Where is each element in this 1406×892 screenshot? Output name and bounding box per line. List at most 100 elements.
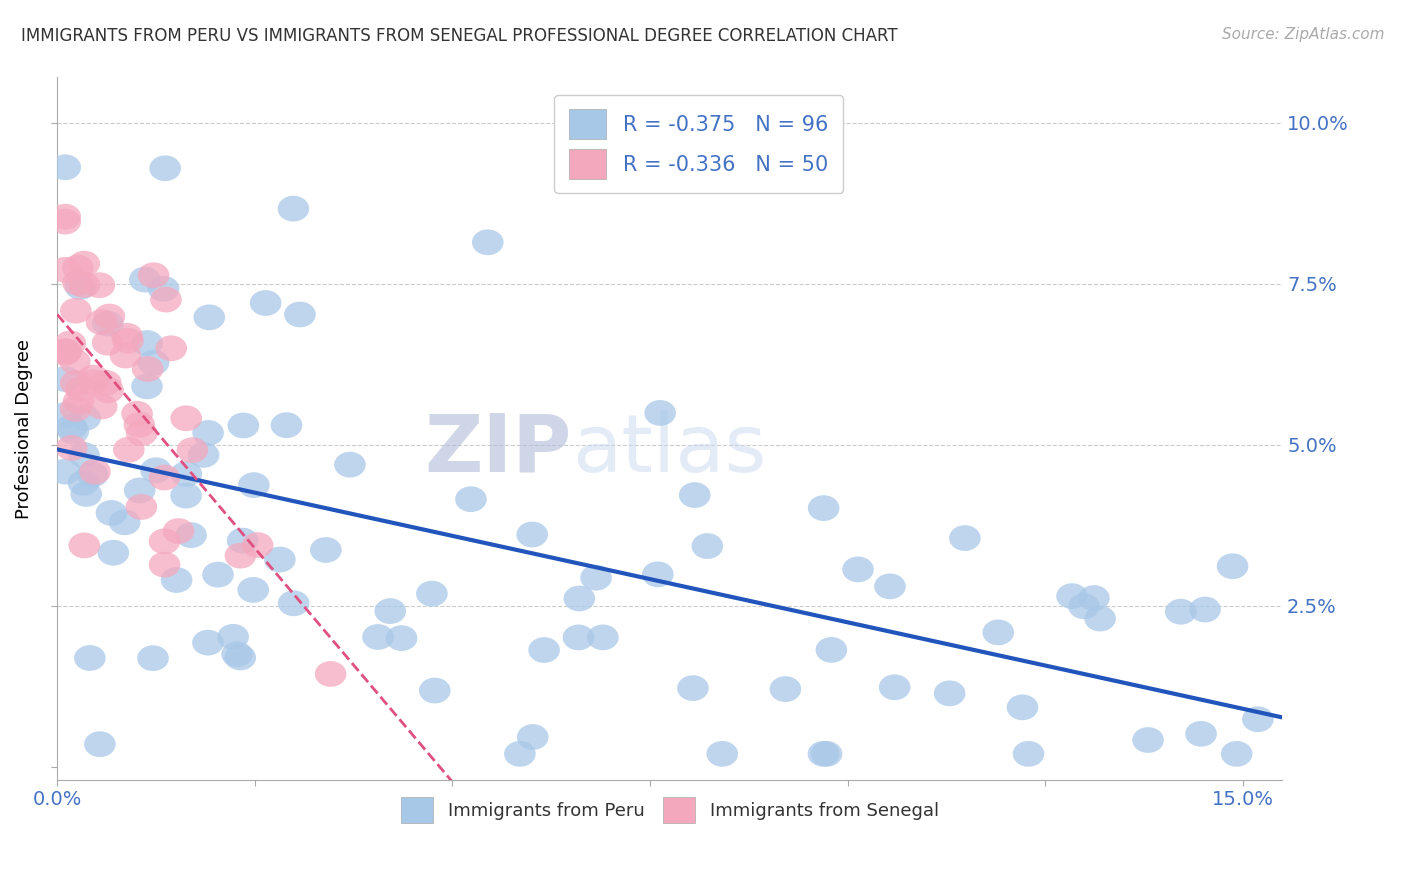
Ellipse shape [97,540,129,566]
Ellipse shape [1078,585,1109,611]
Ellipse shape [83,272,115,298]
Ellipse shape [456,486,486,512]
Ellipse shape [67,470,100,496]
Ellipse shape [983,620,1014,645]
Ellipse shape [60,370,91,396]
Ellipse shape [91,310,124,336]
Ellipse shape [93,377,124,403]
Ellipse shape [138,262,169,288]
Ellipse shape [934,681,966,706]
Ellipse shape [815,637,848,663]
Ellipse shape [225,542,256,568]
Ellipse shape [1220,741,1253,767]
Ellipse shape [170,461,202,487]
Ellipse shape [49,209,82,235]
Ellipse shape [49,154,82,180]
Ellipse shape [238,577,269,603]
Ellipse shape [277,195,309,221]
Text: Source: ZipAtlas.com: Source: ZipAtlas.com [1222,27,1385,42]
Ellipse shape [131,330,163,356]
Ellipse shape [811,741,842,767]
Ellipse shape [132,356,163,382]
Ellipse shape [125,494,157,520]
Ellipse shape [124,477,156,503]
Ellipse shape [77,369,110,395]
Ellipse shape [56,435,87,461]
Ellipse shape [517,724,548,750]
Ellipse shape [1216,553,1249,579]
Ellipse shape [678,675,709,701]
Ellipse shape [112,437,145,463]
Ellipse shape [49,340,82,366]
Ellipse shape [170,483,202,508]
Ellipse shape [149,155,181,181]
Ellipse shape [170,405,202,431]
Ellipse shape [110,343,141,368]
Ellipse shape [581,565,612,591]
Ellipse shape [264,547,295,573]
Ellipse shape [644,400,676,425]
Ellipse shape [86,310,117,335]
Ellipse shape [679,483,710,508]
Ellipse shape [1056,583,1088,609]
Ellipse shape [69,533,100,558]
Ellipse shape [472,229,503,255]
Ellipse shape [94,303,125,329]
Ellipse shape [807,741,839,767]
Ellipse shape [148,276,180,301]
Ellipse shape [250,290,281,316]
Ellipse shape [692,533,723,559]
Ellipse shape [69,251,100,277]
Ellipse shape [228,413,259,438]
Ellipse shape [138,645,169,671]
Ellipse shape [60,396,91,422]
Ellipse shape [949,525,981,551]
Ellipse shape [505,741,536,767]
Ellipse shape [1189,597,1220,623]
Ellipse shape [875,574,905,599]
Ellipse shape [49,204,82,229]
Ellipse shape [129,267,160,293]
Ellipse shape [77,365,110,391]
Ellipse shape [643,561,673,587]
Ellipse shape [284,301,316,327]
Ellipse shape [141,458,172,483]
Ellipse shape [70,481,103,507]
Ellipse shape [193,420,224,446]
Ellipse shape [86,393,118,419]
Ellipse shape [131,374,163,400]
Ellipse shape [202,562,233,588]
Ellipse shape [1166,599,1197,624]
Ellipse shape [416,581,447,607]
Text: IMMIGRANTS FROM PERU VS IMMIGRANTS FROM SENEGAL PROFESSIONAL DEGREE CORRELATION : IMMIGRANTS FROM PERU VS IMMIGRANTS FROM … [21,27,897,45]
Ellipse shape [842,557,873,582]
Ellipse shape [84,731,115,757]
Ellipse shape [75,645,105,671]
Ellipse shape [879,674,911,700]
Ellipse shape [156,335,187,361]
Ellipse shape [91,330,124,356]
Ellipse shape [529,637,560,663]
Ellipse shape [271,412,302,438]
Ellipse shape [706,741,738,767]
Ellipse shape [315,661,346,687]
Ellipse shape [160,567,193,593]
Ellipse shape [49,367,82,392]
Ellipse shape [51,339,82,364]
Ellipse shape [58,418,89,444]
Ellipse shape [1241,706,1274,732]
Ellipse shape [112,327,143,353]
Ellipse shape [138,350,169,376]
Ellipse shape [363,624,394,650]
Ellipse shape [311,537,342,563]
Ellipse shape [63,388,94,414]
Ellipse shape [62,270,94,295]
Ellipse shape [49,338,82,364]
Ellipse shape [1185,721,1216,747]
Ellipse shape [69,272,100,298]
Ellipse shape [124,412,155,438]
Ellipse shape [808,495,839,521]
Ellipse shape [69,405,101,431]
Ellipse shape [49,257,82,283]
Text: atlas: atlas [572,410,766,489]
